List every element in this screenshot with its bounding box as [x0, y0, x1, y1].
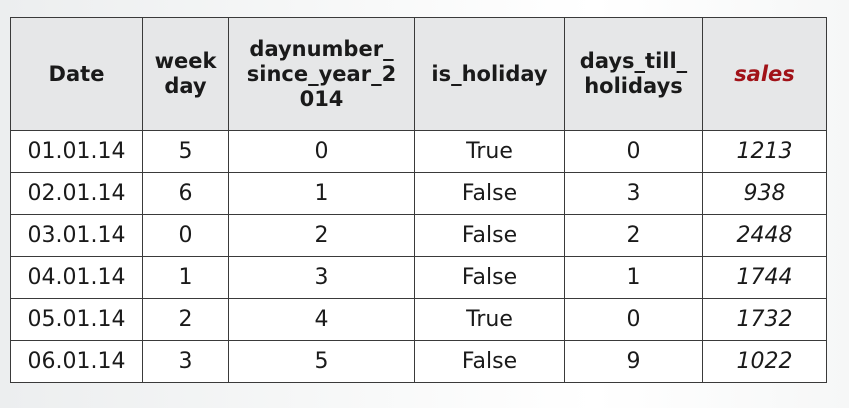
cell-days-till: 3: [564, 172, 703, 215]
cell-daynumber: 0: [228, 130, 415, 173]
cell-daynumber: 4: [228, 298, 415, 341]
cell-days-till: 9: [564, 340, 703, 383]
sales-table-container: Date week day daynumber_ since_year_2 01…: [10, 17, 827, 383]
cell-weekday: 1: [142, 256, 229, 299]
header-daynumber-line1: daynumber_: [249, 36, 394, 61]
header-daynumber-line2: since_year_2: [246, 61, 397, 86]
cell-is-holiday: False: [414, 256, 565, 299]
cell-daynumber: 3: [228, 256, 415, 299]
header-days-till-line2: holidays: [584, 74, 683, 98]
table-row: 03.01.14 0 2 False 2 2448: [10, 214, 827, 257]
cell-is-holiday: False: [414, 214, 565, 257]
cell-sales: 938: [702, 172, 827, 215]
cell-days-till: 0: [564, 130, 703, 173]
cell-sales: 1213: [702, 130, 827, 173]
cell-weekday: 6: [142, 172, 229, 215]
cell-weekday: 0: [142, 214, 229, 257]
cell-weekday: 2: [142, 298, 229, 341]
cell-weekday: 3: [142, 340, 229, 383]
cell-sales: 1744: [702, 256, 827, 299]
cell-days-till: 2: [564, 214, 703, 257]
header-weekday-line1: week: [154, 49, 217, 73]
header-weekday-line2: day: [164, 74, 207, 98]
cell-days-till: 0: [564, 298, 703, 341]
cell-date: 02.01.14: [10, 172, 143, 215]
cell-sales: 2448: [702, 214, 827, 257]
table-row: 01.01.14 5 0 True 0 1213: [10, 130, 827, 173]
header-days-till-holidays: days_till_ holidays: [564, 17, 703, 131]
table-header-row: Date week day daynumber_ since_year_2 01…: [10, 17, 827, 131]
cell-date: 05.01.14: [10, 298, 143, 341]
cell-is-holiday: True: [414, 298, 565, 341]
header-date: Date: [10, 17, 143, 131]
header-weekday: week day: [142, 17, 229, 131]
cell-date: 04.01.14: [10, 256, 143, 299]
sales-data-table: Date week day daynumber_ since_year_2 01…: [10, 17, 827, 383]
header-days-till-line1: days_till_: [579, 49, 688, 73]
table-row: 05.01.14 2 4 True 0 1732: [10, 298, 827, 341]
cell-daynumber: 2: [228, 214, 415, 257]
cell-weekday: 5: [142, 130, 229, 173]
table-row: 02.01.14 6 1 False 3 938: [10, 172, 827, 215]
header-daynumber-line3: 014: [299, 86, 344, 111]
cell-days-till: 1: [564, 256, 703, 299]
header-daynumber: daynumber_ since_year_2 014: [228, 17, 415, 131]
table-row: 04.01.14 1 3 False 1 1744: [10, 256, 827, 299]
table-row: 06.01.14 3 5 False 9 1022: [10, 340, 827, 383]
table-body: 01.01.14 5 0 True 0 1213 02.01.14 6 1 False 3 938 03…: [10, 130, 827, 383]
cell-date: 03.01.14: [10, 214, 143, 257]
cell-sales: 1732: [702, 298, 827, 341]
header-is-holiday: is_holiday: [414, 17, 565, 131]
cell-date: 01.01.14: [10, 130, 143, 173]
cell-is-holiday: False: [414, 172, 565, 215]
cell-is-holiday: True: [414, 130, 565, 173]
header-sales: sales: [702, 17, 827, 131]
cell-is-holiday: False: [414, 340, 565, 383]
cell-daynumber: 5: [228, 340, 415, 383]
cell-sales: 1022: [702, 340, 827, 383]
cell-daynumber: 1: [228, 172, 415, 215]
cell-date: 06.01.14: [10, 340, 143, 383]
